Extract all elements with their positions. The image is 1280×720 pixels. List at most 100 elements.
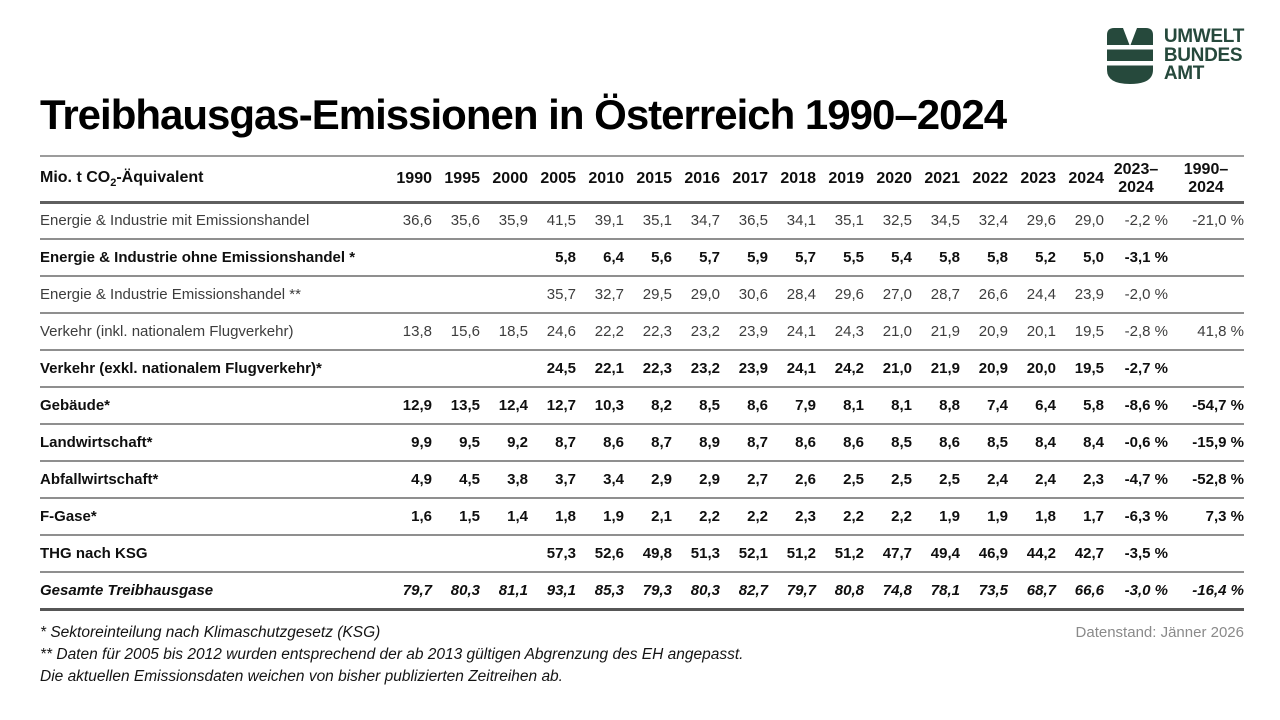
cell-value: 21,9 [912, 313, 960, 351]
table-footer: * Sektoreinteilung nach Klimaschutzgeset… [40, 622, 1244, 688]
cell-value: 27,0 [864, 276, 912, 314]
unit-subscript: 2 [110, 176, 117, 189]
row-label: Energie & Industrie Emissionshandel ** [40, 276, 384, 314]
cell-change-2023-2024: -4,7 % [1104, 461, 1168, 499]
cell-value: 6,4 [1008, 387, 1056, 425]
umweltbundesamt-logo: UMWELT BUNDES AMT [1106, 27, 1244, 84]
year-column-header: 2024 [1056, 156, 1104, 204]
cell-value: 22,2 [576, 313, 624, 351]
year-column-header: 1995 [432, 156, 480, 204]
unit-suffix: -Äquivalent [116, 168, 204, 186]
cell-value: 36,6 [384, 202, 432, 240]
cell-value: 57,3 [528, 535, 576, 573]
cell-value: 1,8 [1008, 498, 1056, 536]
cell-value: 29,6 [816, 276, 864, 314]
cell-value: 12,9 [384, 387, 432, 425]
unit-prefix: Mio. t CO [40, 168, 111, 186]
cell-change-2023-2024: -2,2 % [1104, 202, 1168, 240]
cell-value: 2,2 [864, 498, 912, 536]
cell-value: 79,7 [384, 572, 432, 611]
year-column-header: 2015 [624, 156, 672, 204]
cell-value: 23,2 [672, 350, 720, 388]
cell-value: 52,1 [720, 535, 768, 573]
table-body: Energie & Industrie mit Emissionshandel 3… [40, 202, 1244, 611]
cell-value: 22,3 [624, 313, 672, 351]
cell-value: 26,6 [960, 276, 1008, 314]
cell-value: 81,1 [480, 572, 528, 611]
cell-value: 5,8 [1056, 387, 1104, 425]
cell-value: 8,7 [624, 424, 672, 462]
cell-value: 8,6 [768, 424, 816, 462]
cell-change-1990-2024: -52,8 % [1168, 461, 1244, 499]
cell-change-2023-2024: -6,3 % [1104, 498, 1168, 536]
cell-value: 19,5 [1056, 350, 1104, 388]
cell-value: 13,5 [432, 387, 480, 425]
cell-value: 9,2 [480, 424, 528, 462]
table-row: Verkehr (exkl. nationalem Flugverkehr)* 2… [40, 350, 1244, 388]
cell-value: 2,5 [864, 461, 912, 499]
page-title: Treibhausgas-Emissionen in Österreich 19… [40, 91, 1007, 138]
cell-value: 13,8 [384, 313, 432, 351]
table-header-row: Mio. t CO2-Äquivalent 1990 1995 2000 2005 20… [40, 156, 1244, 204]
table-row: Verkehr (inkl. nationalem Flugverkehr) 13… [40, 313, 1244, 351]
table-row: Energie & Industrie Emissionshandel ** 35… [40, 276, 1244, 314]
row-label: Energie & Industrie ohne Emissionshandel… [40, 239, 384, 277]
row-label: Energie & Industrie mit Emissionshandel [40, 202, 384, 240]
cell-value: 22,3 [624, 350, 672, 388]
cell-value: 4,5 [432, 461, 480, 499]
cell-value: 2,5 [912, 461, 960, 499]
cell-value: 2,4 [960, 461, 1008, 499]
cell-change-2023-2024: -2,8 % [1104, 313, 1168, 351]
footnote-1: * Sektoreinteilung nach Klimaschutzgeset… [40, 623, 381, 641]
cell-value [384, 239, 432, 277]
year-column-header: 2000 [480, 156, 528, 204]
cell-value: 2,2 [672, 498, 720, 536]
cell-value: 21,0 [864, 350, 912, 388]
cell-value: 9,9 [384, 424, 432, 462]
cell-value: 2,7 [720, 461, 768, 499]
cell-value: 23,2 [672, 313, 720, 351]
cell-value: 21,9 [912, 350, 960, 388]
emissions-table: Mio. t CO2-Äquivalent 1990 1995 2000 2005 20… [40, 155, 1244, 611]
year-column-header: 2023 [1008, 156, 1056, 204]
row-label: Gesamte Treibhausgase [40, 572, 384, 611]
cell-value: 6,4 [576, 239, 624, 277]
cell-change-1990-2024 [1168, 350, 1244, 388]
cell-value: 8,7 [720, 424, 768, 462]
cell-value: 80,3 [672, 572, 720, 611]
cell-value: 8,4 [1056, 424, 1104, 462]
cell-value: 2,2 [720, 498, 768, 536]
cell-value: 49,4 [912, 535, 960, 573]
cell-value: 1,4 [480, 498, 528, 536]
cell-value: 29,5 [624, 276, 672, 314]
cell-value: 2,9 [672, 461, 720, 499]
cell-value: 18,5 [480, 313, 528, 351]
cell-change-1990-2024 [1168, 239, 1244, 277]
cell-value: 5,4 [864, 239, 912, 277]
cell-change-1990-2024: -54,7 % [1168, 387, 1244, 425]
year-column-header: 2019 [816, 156, 864, 204]
year-column-header: 2017 [720, 156, 768, 204]
cell-change-2023-2024: -2,0 % [1104, 276, 1168, 314]
cell-value: 8,6 [912, 424, 960, 462]
cell-value: 34,5 [912, 202, 960, 240]
cell-value: 8,8 [912, 387, 960, 425]
cell-value [480, 535, 528, 573]
cell-value: 20,1 [1008, 313, 1056, 351]
cell-value: 1,6 [384, 498, 432, 536]
footnotes: * Sektoreinteilung nach Klimaschutzgeset… [40, 622, 743, 688]
cell-change-2023-2024: -2,7 % [1104, 350, 1168, 388]
cell-value: 5,7 [768, 239, 816, 277]
cell-value: 24,2 [816, 350, 864, 388]
cell-value: 10,3 [576, 387, 624, 425]
cell-value: 73,5 [960, 572, 1008, 611]
cell-value: 1,7 [1056, 498, 1104, 536]
cell-value: 2,1 [624, 498, 672, 536]
cell-value [480, 239, 528, 277]
cell-value: 24,5 [528, 350, 576, 388]
cell-value: 34,7 [672, 202, 720, 240]
row-label: Verkehr (exkl. nationalem Flugverkehr)* [40, 350, 384, 388]
cell-value: 3,8 [480, 461, 528, 499]
cell-value: 5,8 [528, 239, 576, 277]
